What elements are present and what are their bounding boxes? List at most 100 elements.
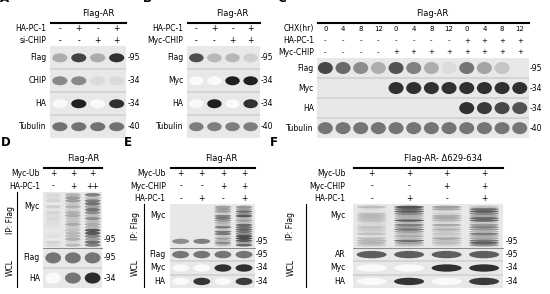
Ellipse shape — [406, 82, 421, 94]
Text: -: - — [342, 38, 344, 44]
Ellipse shape — [90, 53, 105, 62]
Ellipse shape — [442, 82, 456, 94]
Ellipse shape — [214, 224, 232, 226]
Text: -: - — [445, 194, 448, 203]
Ellipse shape — [235, 224, 252, 226]
Text: +: + — [499, 38, 505, 44]
Ellipse shape — [243, 53, 258, 62]
Text: -40: -40 — [261, 122, 273, 131]
Ellipse shape — [85, 199, 101, 203]
Ellipse shape — [432, 242, 461, 244]
Text: Myc-Ub: Myc-Ub — [317, 169, 345, 178]
Text: -95: -95 — [530, 64, 542, 73]
Ellipse shape — [388, 62, 404, 74]
Ellipse shape — [214, 251, 232, 258]
Ellipse shape — [45, 208, 61, 211]
Text: -34: -34 — [128, 99, 140, 108]
Ellipse shape — [45, 232, 61, 235]
Ellipse shape — [90, 99, 105, 108]
Ellipse shape — [172, 239, 189, 244]
Ellipse shape — [65, 273, 81, 284]
Text: Myc-CHIP: Myc-CHIP — [309, 181, 345, 191]
Text: +: + — [70, 181, 76, 191]
Ellipse shape — [512, 122, 527, 134]
Text: +: + — [499, 49, 505, 55]
Ellipse shape — [85, 225, 101, 229]
Text: Flag-AR: Flag-AR — [82, 9, 114, 18]
Text: +: + — [411, 49, 417, 55]
Ellipse shape — [235, 208, 252, 211]
Ellipse shape — [336, 62, 350, 74]
Text: -: - — [408, 181, 410, 191]
Text: -34: -34 — [256, 263, 268, 273]
Ellipse shape — [356, 228, 387, 231]
Ellipse shape — [356, 233, 387, 235]
Ellipse shape — [353, 62, 368, 74]
Ellipse shape — [477, 62, 492, 74]
Text: D: D — [1, 136, 10, 149]
Ellipse shape — [85, 240, 101, 244]
Ellipse shape — [235, 228, 252, 231]
Ellipse shape — [45, 235, 61, 238]
Text: Flag-AR- Δ629-634: Flag-AR- Δ629-634 — [404, 153, 482, 163]
Text: HA: HA — [334, 277, 345, 286]
Text: +: + — [443, 181, 450, 191]
Ellipse shape — [394, 230, 424, 233]
Ellipse shape — [65, 232, 81, 235]
Ellipse shape — [432, 233, 461, 235]
Text: -: - — [448, 38, 450, 44]
Ellipse shape — [235, 226, 252, 228]
Ellipse shape — [432, 244, 461, 246]
Ellipse shape — [109, 53, 124, 62]
Ellipse shape — [469, 221, 499, 224]
Ellipse shape — [494, 62, 510, 74]
Ellipse shape — [65, 238, 81, 241]
Text: -: - — [195, 24, 197, 34]
Ellipse shape — [469, 244, 499, 246]
Ellipse shape — [394, 264, 424, 272]
Ellipse shape — [512, 62, 527, 74]
Ellipse shape — [477, 82, 492, 94]
Text: Flag-AR: Flag-AR — [205, 153, 237, 163]
Ellipse shape — [65, 229, 81, 232]
Ellipse shape — [424, 122, 439, 134]
Ellipse shape — [469, 215, 499, 217]
Ellipse shape — [432, 251, 461, 258]
Ellipse shape — [65, 199, 81, 203]
Ellipse shape — [207, 122, 222, 131]
Text: +: + — [178, 169, 184, 178]
Ellipse shape — [65, 220, 81, 223]
Ellipse shape — [214, 219, 232, 222]
Text: +: + — [517, 38, 522, 44]
Ellipse shape — [432, 217, 461, 220]
Text: WCL: WCL — [130, 260, 140, 276]
Ellipse shape — [65, 243, 81, 247]
Ellipse shape — [394, 221, 424, 224]
Ellipse shape — [193, 251, 210, 258]
Text: -: - — [231, 24, 234, 34]
Text: Tubulin: Tubulin — [156, 122, 183, 131]
Ellipse shape — [371, 62, 386, 74]
Ellipse shape — [207, 99, 222, 108]
Ellipse shape — [432, 230, 461, 233]
Ellipse shape — [214, 221, 232, 224]
Text: +: + — [406, 194, 412, 203]
Text: -: - — [195, 36, 197, 45]
Ellipse shape — [172, 264, 189, 272]
Ellipse shape — [432, 208, 461, 211]
Ellipse shape — [243, 76, 258, 85]
Text: -34: -34 — [530, 103, 542, 113]
Ellipse shape — [45, 205, 61, 208]
Text: 12: 12 — [444, 26, 454, 32]
Ellipse shape — [235, 239, 252, 242]
Ellipse shape — [52, 76, 68, 85]
Ellipse shape — [432, 226, 461, 228]
Ellipse shape — [214, 235, 232, 238]
Ellipse shape — [65, 214, 81, 217]
Ellipse shape — [71, 122, 86, 131]
Ellipse shape — [494, 82, 510, 94]
Ellipse shape — [85, 252, 101, 263]
Ellipse shape — [85, 214, 101, 217]
Text: -95: -95 — [103, 235, 116, 244]
Ellipse shape — [432, 206, 461, 208]
